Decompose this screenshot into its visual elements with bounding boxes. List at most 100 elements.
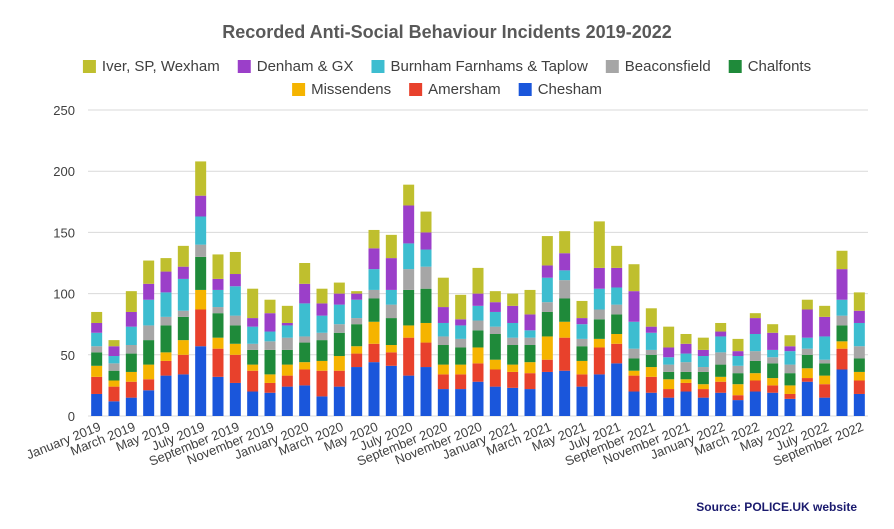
bar-segment-iver-sp-wexham — [143, 260, 155, 284]
bar-segment-chesham — [125, 397, 137, 416]
bar-segment-burnham-farnhams-taplow — [819, 336, 831, 360]
bar-segment-chesham — [108, 401, 120, 416]
bar-segment-iver-sp-wexham — [437, 277, 449, 308]
bar-segment-iver-sp-wexham — [853, 292, 865, 311]
bar-segment-beaconsfield — [749, 351, 761, 361]
bar-segment-missendens — [281, 364, 293, 376]
bar-segment-denham-gx — [125, 311, 137, 327]
bar-segment-chalfonts — [333, 332, 345, 357]
bar-segment-missendens — [299, 362, 311, 370]
bar-segment-chesham — [628, 391, 640, 416]
bar-segment-chalfonts — [715, 364, 727, 377]
bar-segment-chesham — [385, 365, 397, 416]
bar-segment-chalfonts — [281, 349, 293, 365]
bar-segment-missendens — [455, 364, 467, 375]
bar-segment-chalfonts — [819, 363, 831, 376]
bar-segment-denham-gx — [784, 346, 796, 352]
bar-segment-denham-gx — [333, 293, 345, 305]
bar-segment-chalfonts — [368, 298, 380, 322]
bar-segment-chesham — [281, 386, 293, 416]
bar-segment-amersham — [507, 371, 519, 388]
bar-segment-beaconsfield — [281, 337, 293, 350]
bar-segment-chesham — [351, 367, 363, 416]
bar-segment-denham-gx — [541, 265, 553, 278]
bar-segment-iver-sp-wexham — [697, 337, 709, 350]
bar-segment-chesham — [645, 392, 657, 416]
bar-segment-denham-gx — [368, 248, 380, 270]
bar-segment-iver-sp-wexham — [247, 288, 259, 319]
bar-segment-beaconsfield — [177, 310, 189, 317]
bar-segment-chalfonts — [108, 370, 120, 381]
bar-segment-chesham — [177, 374, 189, 416]
bar-segment-chalfonts — [611, 314, 623, 334]
bar-segment-missendens — [611, 333, 623, 344]
bar-segment-missendens — [715, 376, 727, 382]
bar-segment-chalfonts — [663, 371, 675, 380]
bar-segment-beaconsfield — [212, 307, 224, 314]
bar-segment-chesham — [229, 382, 241, 416]
bar-segment-iver-sp-wexham — [125, 291, 137, 312]
bar-segment-amersham — [437, 374, 449, 390]
bar-segment-chalfonts — [385, 318, 397, 346]
bar-segment-iver-sp-wexham — [195, 161, 207, 196]
bar-segment-chalfonts — [212, 313, 224, 338]
bar-segment-iver-sp-wexham — [784, 335, 796, 347]
bar-segment-missendens — [732, 384, 744, 396]
bar-segment-chalfonts — [177, 316, 189, 341]
bar-segment-beaconsfield — [489, 326, 501, 334]
bar-segment-denham-gx — [385, 258, 397, 290]
bar-segment-amersham — [351, 353, 363, 368]
bar-segment-chalfonts — [559, 298, 571, 322]
bar-segment-beaconsfield — [628, 348, 640, 359]
bar-segment-missendens — [784, 385, 796, 394]
bar-segment-missendens — [420, 322, 432, 343]
bar-segment-amersham — [247, 370, 259, 392]
bar-segment-amersham — [749, 380, 761, 392]
bar-segment-iver-sp-wexham — [299, 263, 311, 284]
bar-segment-chalfonts — [836, 325, 848, 342]
bar-segment-iver-sp-wexham — [316, 288, 328, 304]
bar-segment-chalfonts — [489, 333, 501, 360]
bar-segment-missendens — [801, 368, 813, 379]
bar-segment-denham-gx — [403, 205, 415, 244]
bar-segment-chesham — [524, 389, 536, 416]
y-tick-label: 150 — [53, 225, 75, 240]
bar-segment-denham-gx — [472, 293, 484, 306]
bar-segment-iver-sp-wexham — [420, 211, 432, 233]
bar-segment-amersham — [108, 386, 120, 402]
bar-segment-amersham — [784, 393, 796, 399]
bar-segment-chesham — [420, 367, 432, 416]
bar-segment-burnham-farnhams-taplow — [437, 322, 449, 337]
bar-segment-burnham-farnhams-taplow — [836, 299, 848, 316]
bar-segment-amersham — [125, 381, 137, 398]
bar-segment-burnham-farnhams-taplow — [212, 289, 224, 308]
y-tick-label: 100 — [53, 287, 75, 302]
bar-segment-chalfonts — [732, 373, 744, 385]
bar-segment-missendens — [593, 338, 605, 348]
bar-segment-missendens — [524, 362, 536, 374]
bar-segment-missendens — [680, 379, 692, 383]
bar-segment-missendens — [836, 341, 848, 349]
legend-item-chesham: Chesham — [518, 81, 602, 98]
bar-segment-burnham-farnhams-taplow — [489, 311, 501, 327]
bar-segment-beaconsfield — [697, 367, 709, 372]
bar-segment-chesham — [559, 370, 571, 416]
bar-segment-amersham — [91, 376, 103, 394]
bar-segment-iver-sp-wexham — [403, 184, 415, 206]
bar-segment-missendens — [437, 364, 449, 375]
legend-item-amersham: Amersham — [409, 81, 501, 98]
bar-segment-denham-gx — [316, 303, 328, 316]
bar-segment-chesham — [333, 386, 345, 416]
bar-segment-missendens — [472, 347, 484, 364]
bar-segment-amersham — [715, 381, 727, 393]
bar-segment-burnham-farnhams-taplow — [680, 353, 692, 363]
bar-segment-iver-sp-wexham — [801, 299, 813, 310]
bar-segment-burnham-farnhams-taplow — [385, 289, 397, 305]
bar-segment-denham-gx — [801, 309, 813, 338]
bar-segment-beaconsfield — [507, 337, 519, 345]
bar-segment-chesham — [264, 392, 276, 416]
bar-segment-chesham — [368, 362, 380, 416]
bar-segment-burnham-farnhams-taplow — [177, 278, 189, 311]
bar-segment-chalfonts — [247, 349, 259, 365]
legend-item-missendens: Missendens — [292, 81, 391, 98]
